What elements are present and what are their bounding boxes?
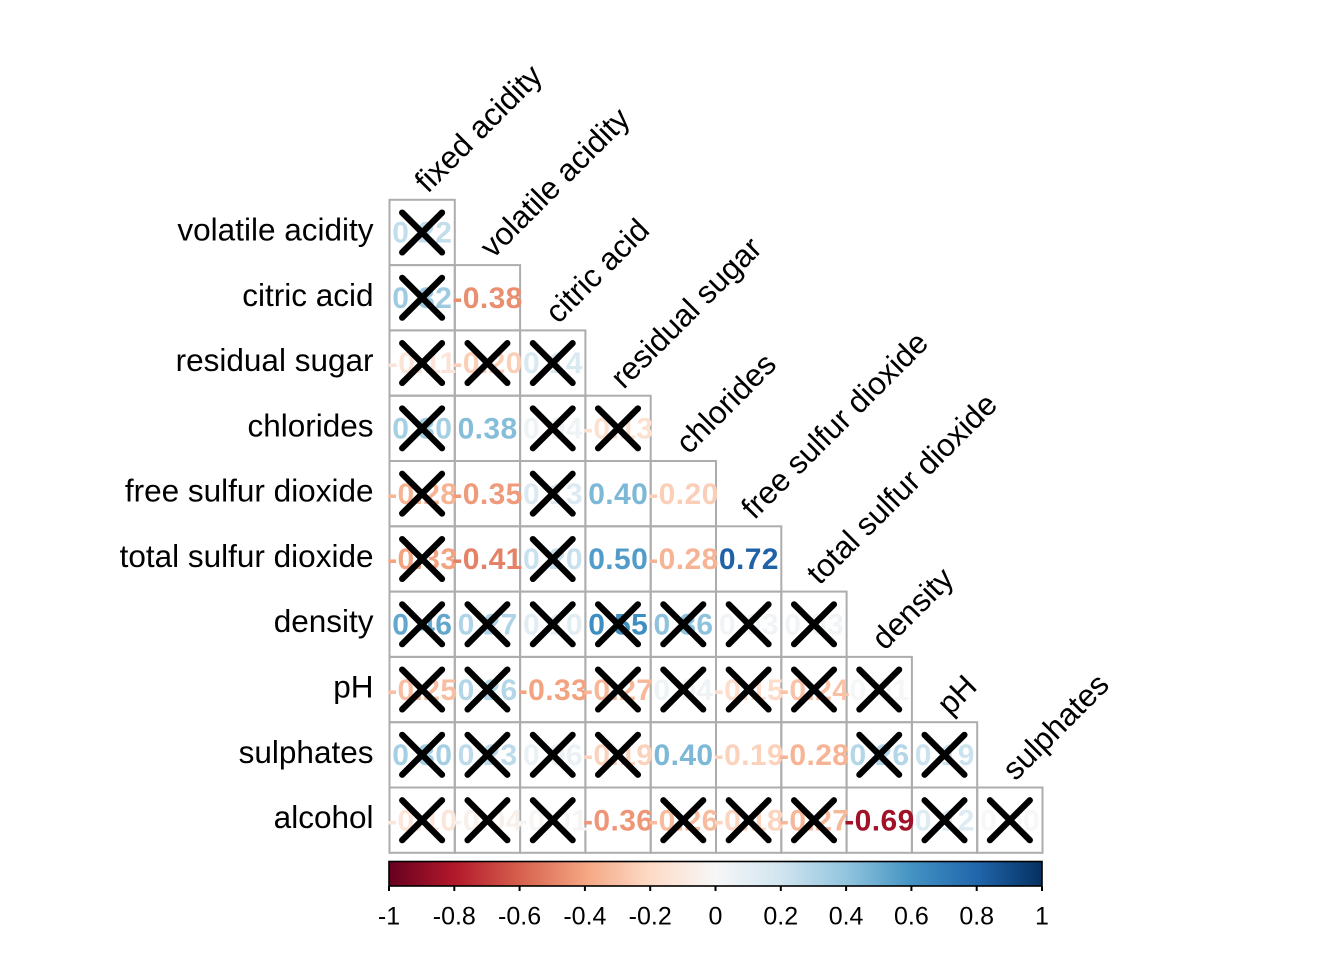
svg-text:-0.38: -0.38 bbox=[452, 282, 522, 315]
svg-text:0.38: 0.38 bbox=[458, 413, 518, 446]
svg-text:density: density bbox=[274, 603, 374, 639]
svg-text:0.72: 0.72 bbox=[719, 543, 779, 576]
svg-text:0.50: 0.50 bbox=[588, 543, 648, 576]
svg-text:-0.19: -0.19 bbox=[714, 739, 784, 772]
svg-text:0: 0 bbox=[709, 903, 723, 931]
svg-text:0.40: 0.40 bbox=[654, 739, 714, 772]
svg-text:-0.4: -0.4 bbox=[563, 903, 606, 931]
svg-text:chlorides: chlorides bbox=[247, 407, 373, 443]
svg-text:-0.28: -0.28 bbox=[648, 543, 718, 576]
svg-text:-0.6: -0.6 bbox=[498, 903, 541, 931]
svg-text:-0.8: -0.8 bbox=[433, 903, 476, 931]
svg-text:citric acid: citric acid bbox=[242, 277, 373, 313]
svg-text:total sulfur dioxide: total sulfur dioxide bbox=[120, 538, 374, 574]
svg-text:residual sugar: residual sugar bbox=[176, 342, 374, 378]
svg-text:free sulfur dioxide: free sulfur dioxide bbox=[125, 473, 374, 509]
svg-text:0.2: 0.2 bbox=[763, 903, 798, 931]
svg-text:-0.33: -0.33 bbox=[518, 674, 588, 707]
svg-text:0.8: 0.8 bbox=[959, 903, 994, 931]
svg-text:-1: -1 bbox=[378, 903, 400, 931]
svg-text:0.4: 0.4 bbox=[829, 903, 864, 931]
svg-text:-0.41: -0.41 bbox=[452, 543, 522, 576]
svg-text:-0.36: -0.36 bbox=[583, 804, 653, 837]
svg-text:sulphates: sulphates bbox=[239, 734, 374, 770]
svg-text:-0.69: -0.69 bbox=[844, 804, 914, 837]
svg-text:pH: pH bbox=[333, 669, 373, 705]
svg-text:-0.28: -0.28 bbox=[779, 739, 849, 772]
svg-text:1: 1 bbox=[1035, 903, 1049, 931]
svg-text:-0.20: -0.20 bbox=[648, 478, 718, 511]
svg-text:0.6: 0.6 bbox=[894, 903, 929, 931]
svg-text:0.40: 0.40 bbox=[588, 478, 648, 511]
svg-text:alcohol: alcohol bbox=[274, 799, 374, 835]
svg-text:-0.2: -0.2 bbox=[629, 903, 672, 931]
svg-text:-0.35: -0.35 bbox=[452, 478, 522, 511]
svg-text:volatile acidity: volatile acidity bbox=[177, 212, 373, 248]
